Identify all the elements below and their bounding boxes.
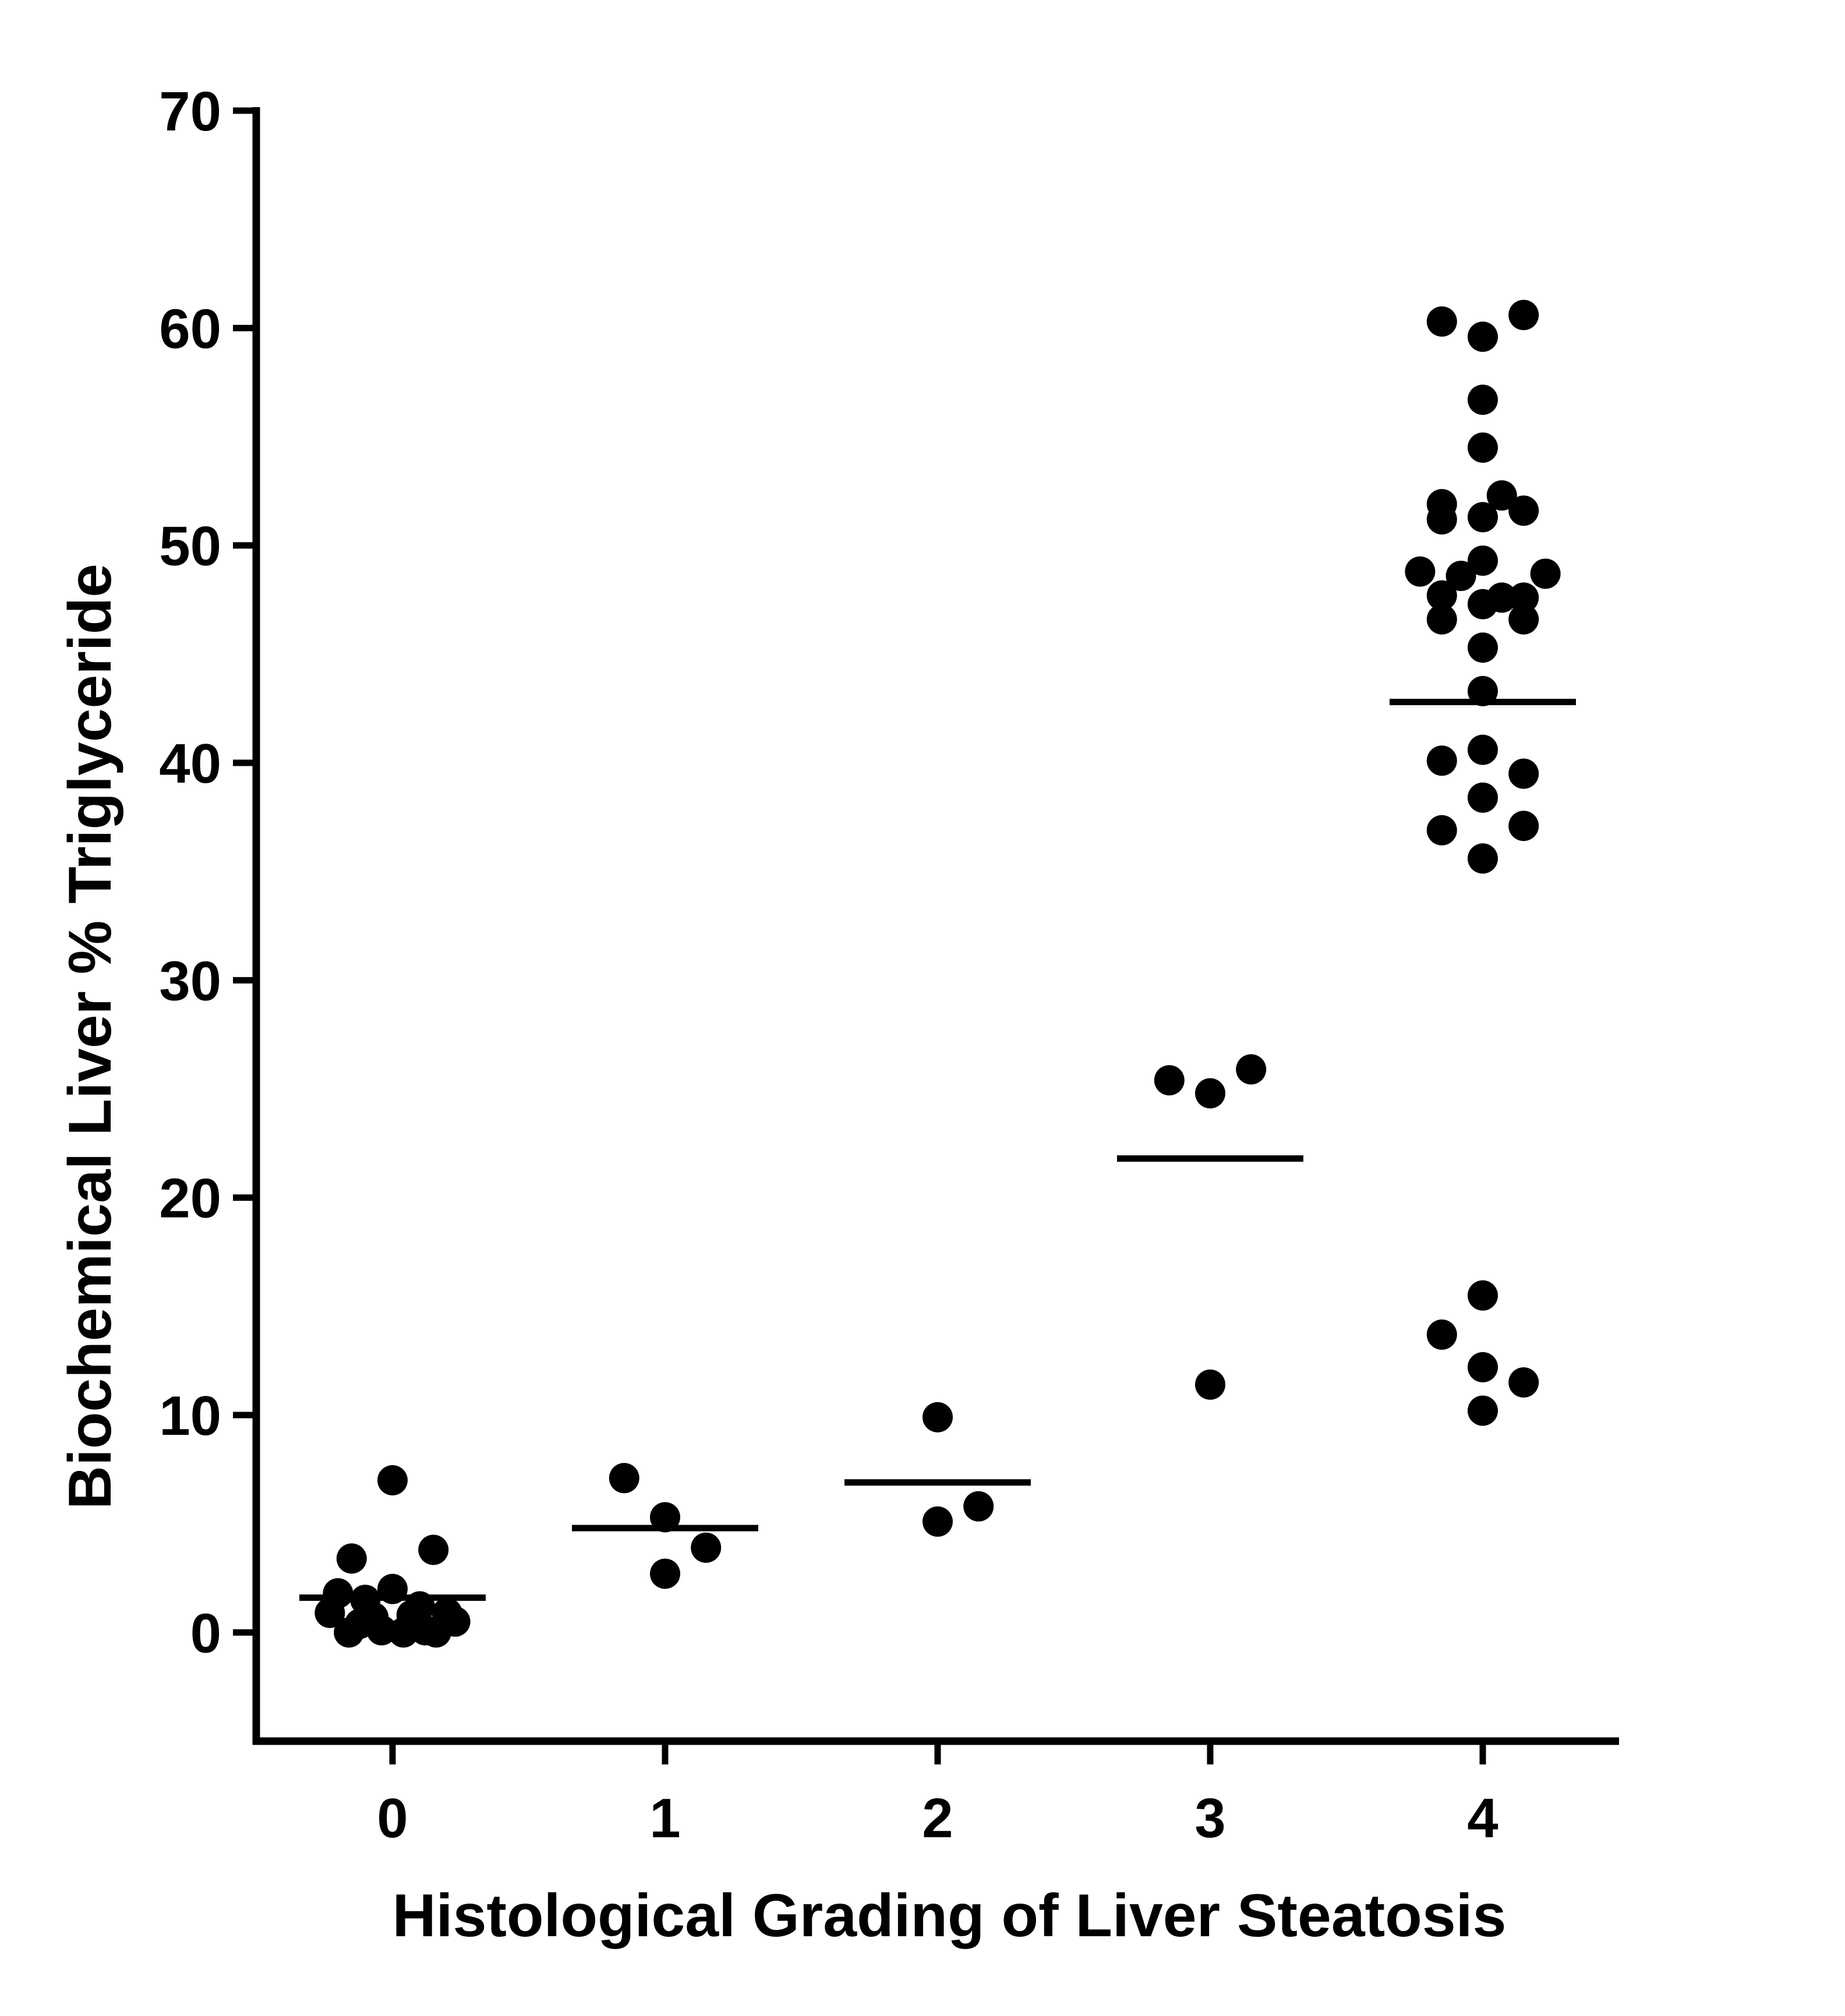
data-point-grade-0 — [314, 1597, 345, 1628]
y-axis-title: Biochemical Liver % Triglyceride — [56, 564, 124, 1509]
data-point-grade-4 — [1508, 811, 1539, 841]
data-point-grade-4 — [1508, 758, 1539, 789]
data-point-grade-4 — [1468, 843, 1498, 874]
data-point-grade-2 — [922, 1402, 953, 1433]
data-point-grade-4 — [1468, 1352, 1498, 1382]
data-point-grade-4 — [1486, 480, 1517, 511]
data-point-grade-4 — [1486, 582, 1517, 613]
data-point-grade-4 — [1468, 432, 1498, 463]
data-point-grade-4 — [1426, 306, 1457, 337]
data-point-grade-4 — [1468, 675, 1498, 706]
axes-layer — [252, 107, 1619, 1745]
data-point-grade-2 — [963, 1491, 994, 1522]
data-point-grade-1 — [609, 1463, 639, 1494]
data-point-grade-0 — [418, 1534, 449, 1565]
y-tick-label: 0 — [190, 1602, 221, 1664]
data-point-grade-4 — [1405, 556, 1436, 587]
y-tick-label: 60 — [159, 298, 221, 360]
data-point-grade-4 — [1508, 299, 1539, 330]
data-point-grade-4 — [1508, 495, 1539, 526]
data-point-grade-0 — [420, 1617, 451, 1648]
data-point-grade-4 — [1508, 582, 1539, 613]
data-point-grade-4 — [1468, 734, 1498, 765]
data-point-grade-4 — [1468, 545, 1498, 576]
data-point-grade-1 — [650, 1502, 680, 1533]
data-point-grade-1 — [691, 1532, 722, 1563]
data-point-grade-0 — [388, 1617, 419, 1648]
data-point-grade-1 — [650, 1558, 680, 1589]
x-tick-label: 4 — [1467, 1787, 1498, 1849]
data-point-grade-0 — [334, 1617, 365, 1648]
y-tick-label: 40 — [159, 733, 221, 795]
data-point-grade-4 — [1426, 1319, 1457, 1350]
y-tick-label: 20 — [159, 1168, 221, 1230]
data-point-grade-4 — [1426, 815, 1457, 846]
data-point-grade-4 — [1426, 580, 1457, 611]
y-tick-label: 50 — [159, 515, 221, 578]
data-point-grade-4 — [1468, 384, 1498, 415]
data-point-grade-4 — [1468, 632, 1498, 663]
data-point-grade-4 — [1445, 560, 1476, 591]
means-layer — [299, 698, 1576, 1601]
y-tick-label: 10 — [159, 1385, 221, 1447]
data-point-grade-4 — [1426, 604, 1457, 635]
data-point-grade-4 — [1508, 1367, 1539, 1398]
data-point-grade-4 — [1468, 321, 1498, 352]
x-tick-label: 2 — [922, 1787, 953, 1849]
data-point-grade-3 — [1195, 1369, 1225, 1400]
data-point-grade-4 — [1468, 1280, 1498, 1311]
data-point-grade-2 — [922, 1506, 953, 1537]
data-point-grade-4 — [1508, 604, 1539, 635]
data-point-grade-4 — [1530, 558, 1561, 589]
data-point-grade-3 — [1154, 1065, 1185, 1096]
data-point-grade-3 — [1195, 1078, 1225, 1109]
x-tick-label: 0 — [377, 1787, 408, 1849]
ticks-layer: 0 10 20 30 40 50 60 70 0 1 2 3 4 — [159, 80, 1498, 1849]
x-tick-label: 1 — [649, 1787, 680, 1849]
data-point-grade-3 — [1236, 1054, 1267, 1085]
y-tick-label: 30 — [159, 950, 221, 1012]
x-axis-title: Histological Grading of Liver Steatosis — [393, 1882, 1507, 1950]
data-point-grade-4 — [1426, 745, 1457, 776]
data-point-grade-0 — [377, 1465, 408, 1495]
x-tick-label: 3 — [1194, 1787, 1225, 1849]
data-point-grade-0 — [336, 1543, 367, 1574]
points-layer — [314, 299, 1561, 1648]
data-point-grade-4 — [1468, 502, 1498, 533]
y-tick-label: 70 — [159, 80, 221, 143]
data-point-grade-0 — [366, 1615, 397, 1646]
data-point-grade-4 — [1426, 504, 1457, 535]
data-point-grade-4 — [1468, 1395, 1498, 1426]
data-point-grade-4 — [1468, 782, 1498, 813]
